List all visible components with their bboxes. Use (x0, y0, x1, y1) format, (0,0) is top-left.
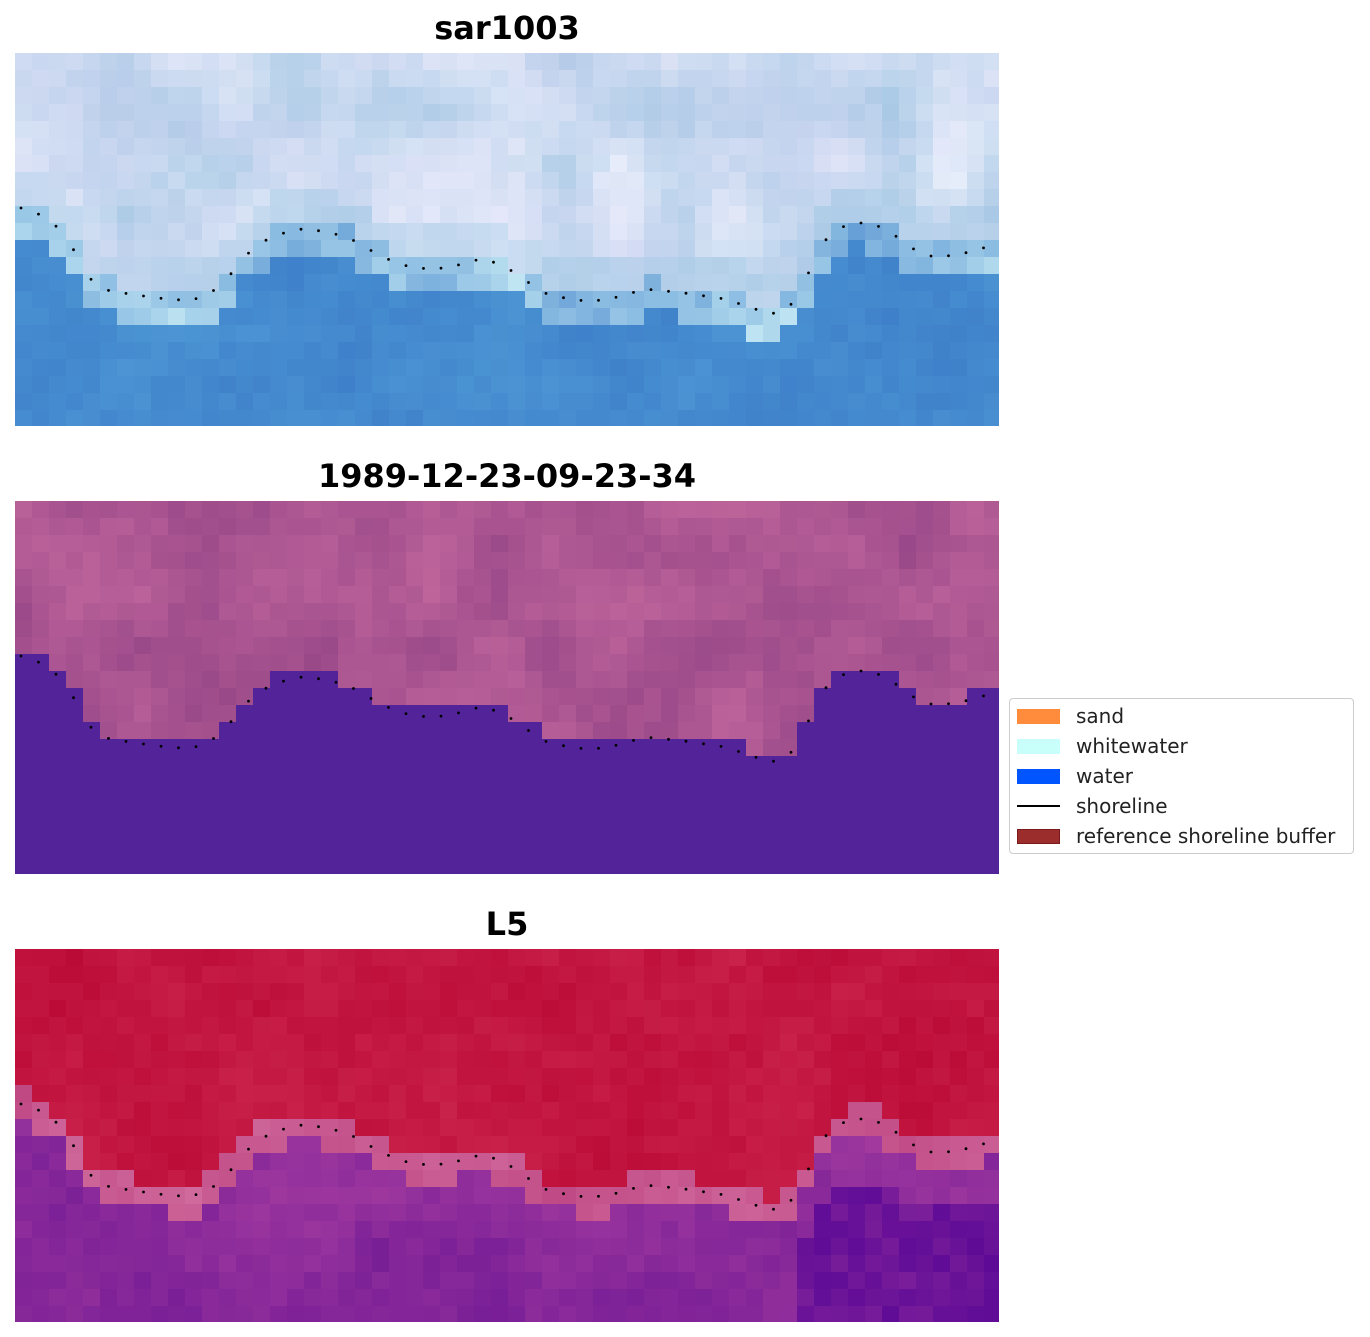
rgb-image (15, 53, 999, 426)
shoreline-dots (19, 1102, 985, 1211)
panel-title-3: L5 (485, 905, 529, 943)
legend-label-whitewater: whitewater (1076, 734, 1188, 758)
legend-swatch-whitewater (1017, 739, 1060, 754)
classified-image (15, 501, 999, 874)
legend-swatch-sand (1017, 709, 1060, 724)
legend-label-shoreline: shoreline (1076, 794, 1168, 818)
legend-item-reference-buffer: reference shoreline buffer (1017, 821, 1352, 851)
legend-label-reference-buffer: reference shoreline buffer (1076, 824, 1336, 848)
shoreline-dots (19, 654, 985, 763)
index-image (15, 949, 999, 1322)
legend: sand whitewater water shoreline referenc… (1009, 698, 1354, 854)
legend-item-whitewater: whitewater (1017, 731, 1352, 761)
legend-item-shoreline: shoreline (1017, 791, 1352, 821)
classified-image-panel (15, 501, 999, 874)
legend-item-water: water (1017, 761, 1352, 791)
legend-swatch-reference-buffer (1017, 829, 1060, 844)
index-image-panel (15, 949, 999, 1322)
panel-title-1: sar1003 (434, 9, 580, 47)
legend-label-water: water (1076, 764, 1133, 788)
legend-item-sand: sand (1017, 701, 1352, 731)
panel-title-2: 1989-12-23-09-23-34 (317, 457, 697, 495)
rgb-image-panel (15, 53, 999, 426)
legend-swatch-water (1017, 769, 1060, 784)
shoreline-dots (19, 206, 985, 315)
legend-line-shoreline (1017, 805, 1060, 807)
legend-label-sand: sand (1076, 704, 1125, 728)
